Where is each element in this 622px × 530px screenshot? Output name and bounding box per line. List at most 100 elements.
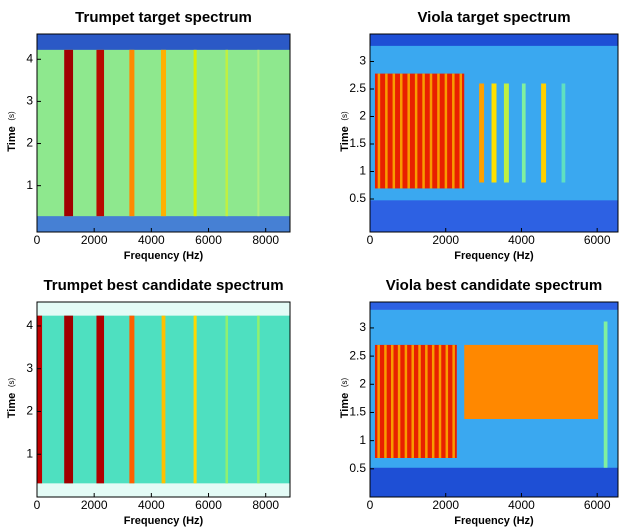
y-tick-label: 1: [359, 433, 366, 447]
x-tick-label: 2000: [81, 498, 108, 512]
harmonic-stripe: [193, 49, 197, 217]
y-axis-label: Time: [6, 393, 18, 418]
harmonic-stripe: [491, 83, 497, 183]
y-axis-label: Time: [6, 126, 18, 151]
harmonic-stripe: [129, 315, 135, 484]
harmonic-gap: [397, 344, 401, 458]
harmonic-stripe: [257, 49, 260, 217]
y-tick-label: 2: [26, 404, 33, 418]
x-tick-label: 0: [34, 498, 41, 512]
x-tick-label: 0: [367, 233, 374, 247]
harmonic-stripe: [160, 49, 167, 217]
harmonic-gap: [392, 73, 396, 189]
harmonic-stripe: [64, 49, 74, 217]
panel: 0 2000 4000 6000 8000 1 2 3 4 Trumpet best candid…: [6, 277, 291, 527]
harmonic-gap: [452, 73, 455, 189]
harmonic-gap: [444, 73, 448, 189]
plot-frame: [369, 301, 619, 498]
plot-frame: [36, 33, 291, 233]
panel: 0 2000 4000 6000 0.5 1 1.5 2 2.5 3 Viola target sp…: [339, 9, 619, 262]
x-tick-label: 4000: [138, 498, 165, 512]
harmonic-stripe: [257, 315, 260, 484]
x-tick-label: 4000: [508, 233, 535, 247]
y-tick-label: 1: [26, 178, 33, 192]
y-tick-label: 2: [26, 136, 33, 150]
panel: 0 2000 4000 6000 0.5 1 1.5 2 2.5 3 Viola best cand…: [339, 277, 619, 527]
harmonic-stripe: [561, 83, 566, 183]
y-tick-label: 4: [26, 318, 33, 332]
y-tick-label: 2.5: [349, 81, 366, 95]
x-axis-label: Frequency (Hz): [124, 515, 204, 527]
harmonic-stripe: [541, 83, 547, 183]
x-tick-label: 8000: [252, 233, 279, 247]
y-tick-label: 3: [359, 320, 366, 334]
x-tick-label: 4000: [508, 498, 535, 512]
x-axis-label: Frequency (Hz): [454, 250, 534, 262]
harmonic-gap: [438, 344, 442, 458]
noise-band: [370, 200, 618, 232]
harmonic-gap: [407, 73, 410, 189]
harmonic-gap: [418, 344, 421, 458]
harmonic-gap: [459, 73, 463, 189]
x-tick-label: 2000: [432, 233, 459, 247]
harmonic-gap: [400, 73, 403, 189]
harmonic-gap: [425, 344, 428, 458]
y-tick-label: 3: [26, 94, 33, 108]
chart-title: Trumpet best candidate spectrum: [43, 277, 283, 294]
y-tick-label: 1.5: [349, 405, 366, 419]
x-axis-label: Frequency (Hz): [124, 250, 204, 262]
y-axis-label: Time: [339, 126, 351, 151]
noise-band: [370, 34, 618, 46]
chart-title: Viola target spectrum: [417, 9, 570, 26]
noise-band: [37, 216, 290, 232]
y-axis-unit: (s): [7, 378, 16, 388]
x-tick-label: 6000: [584, 498, 611, 512]
harmonic-gap: [404, 344, 408, 458]
x-tick-label: 6000: [584, 233, 611, 247]
y-tick-label: 1: [26, 446, 33, 460]
harmonic-stripe: [96, 315, 105, 484]
harmonic-stripe: [521, 83, 526, 183]
x-tick-label: 2000: [81, 233, 108, 247]
y-axis-unit: (s): [7, 111, 16, 121]
plot-frame: [369, 33, 619, 233]
harmonic-gap: [377, 73, 381, 189]
energy-block: [374, 73, 465, 189]
y-tick-label: 3: [26, 361, 33, 375]
harmonic-stripe: [193, 315, 197, 484]
harmonic-stripe: [225, 315, 229, 484]
x-axis-label: Frequency (Hz): [454, 515, 534, 527]
x-tick-label: 8000: [252, 498, 279, 512]
x-tick-label: 0: [34, 233, 41, 247]
chart-title: Trumpet target spectrum: [75, 9, 252, 26]
x-tick-label: 4000: [138, 233, 165, 247]
noise-band: [37, 483, 290, 497]
harmonic-stripe: [64, 315, 74, 484]
y-axis-unit: (s): [340, 378, 349, 388]
harmonic-gap: [414, 73, 418, 189]
harmonic-stripe: [225, 49, 229, 217]
harmonic-stripe: [161, 315, 166, 484]
x-tick-label: 6000: [195, 498, 222, 512]
y-tick-label: 4: [26, 51, 33, 65]
x-tick-label: 0: [367, 498, 374, 512]
energy-block: [464, 344, 599, 419]
noise-band: [370, 467, 618, 497]
noise-band: [37, 302, 290, 316]
noise-band: [37, 34, 290, 50]
harmonic-stripe: [37, 315, 43, 484]
harmonic-gap: [391, 344, 394, 458]
noise-band: [370, 302, 618, 310]
y-axis-unit: (s): [340, 111, 349, 121]
x-tick-label: 6000: [195, 233, 222, 247]
harmonic-gap: [429, 73, 433, 189]
y-axis-label: Time: [339, 393, 351, 418]
chart-title: Viola best candidate spectrum: [386, 277, 602, 294]
harmonic-gap: [437, 73, 440, 189]
harmonic-gap: [384, 344, 387, 458]
y-tick-label: 0.5: [349, 461, 366, 475]
harmonic-stripe: [129, 49, 135, 217]
y-tick-label: 2: [359, 376, 366, 390]
y-tick-label: 0.5: [349, 191, 366, 205]
